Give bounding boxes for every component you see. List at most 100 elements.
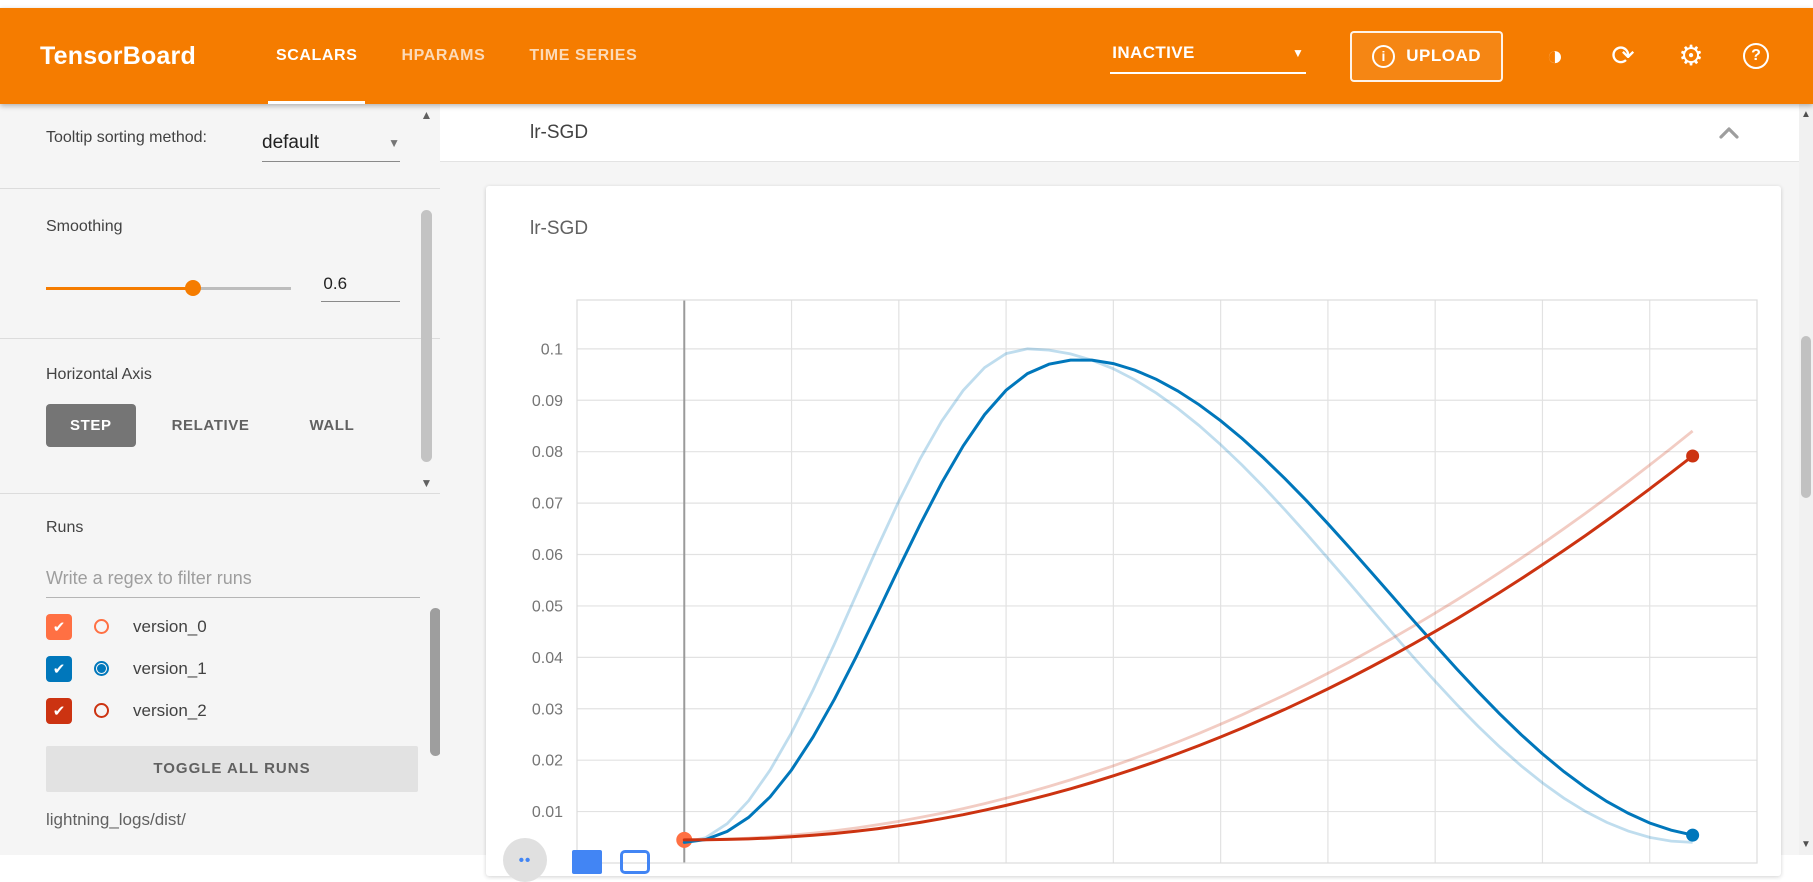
tab-label: SCALARS <box>275 47 358 64</box>
run-radio[interactable] <box>94 619 109 635</box>
header-right-cluster: INACTIVE ▼ i UPLOAD ◑ ⟳ ⚙ ? <box>1110 30 1769 82</box>
scroll-down-arrow-icon[interactable]: ▼ <box>1801 839 1811 850</box>
settings-gear-icon[interactable]: ⚙ <box>1678 40 1704 71</box>
y-tick-label: 0.02 <box>532 753 563 770</box>
sidebar-pane-scrollbar[interactable]: ▲ ▼ <box>418 108 435 490</box>
slider-fill <box>46 287 194 290</box>
axis-option-relative[interactable]: RELATIVE <box>171 417 250 435</box>
series-smoothed-version_2 <box>682 454 1695 842</box>
run-checkbox[interactable]: ✔ <box>46 697 72 724</box>
status-dropdown-value: INACTIVE <box>1112 42 1195 62</box>
runs-list: ✔ version_0 ✔ version_1 ✔ version_2 <box>46 606 441 756</box>
y-tick-label: 0.1 <box>541 341 563 358</box>
nav-tabs: SCALARS HPARAMS TIME SERIES <box>254 8 659 104</box>
tooltip-sorting-dropdown[interactable]: default ▼ <box>262 132 400 162</box>
tooltip-sorting-value: default <box>262 132 320 153</box>
run-name-label: version_1 <box>133 658 207 678</box>
run-row-version_1[interactable]: ✔ version_1 <box>46 648 420 690</box>
axis-option-step[interactable]: STEP <box>46 404 136 448</box>
run-checkbox[interactable]: ✔ <box>46 613 72 640</box>
smoothing-section: Smoothing 0.6 <box>0 189 440 338</box>
series-raw-version_2 <box>684 429 1694 842</box>
runs-section: Runs Write a regex to filter runs ✔ versi… <box>0 494 441 829</box>
card-actions-toolbar: •• <box>503 838 650 882</box>
group-title: lr-SGD <box>530 121 589 143</box>
runs-filter-input[interactable]: Write a regex to filter runs <box>46 568 420 598</box>
line-chart-canvas[interactable]: 05001k1.5k2k2.5k3k3.5k4k4.5k0.010.020.03… <box>495 278 1781 876</box>
info-icon: i <box>1372 44 1396 68</box>
runs-scrollbar-thumb[interactable] <box>430 607 441 756</box>
window-scrollbar[interactable]: ▲ ▼ <box>1799 104 1813 855</box>
run-row-version_2[interactable]: ✔ version_2 <box>46 690 420 732</box>
tooltip-sorting-section: Tooltip sorting method: default ▼ ▲ ▼ <box>0 104 440 490</box>
y-tick-label: 0.07 <box>532 496 563 513</box>
chevron-up-icon <box>1719 126 1739 139</box>
scrollbar-thumb[interactable] <box>421 210 432 462</box>
series-raw-version_1 <box>683 347 1693 844</box>
fullscreen-button[interactable] <box>620 850 650 874</box>
brightness-icon[interactable]: ◑ <box>1546 40 1564 71</box>
divider <box>0 493 440 495</box>
y-tick-label: 0.09 <box>532 393 563 410</box>
series-smoothed-version_1 <box>682 358 1695 844</box>
y-tick-label: 0.03 <box>532 701 563 718</box>
divider <box>0 188 440 189</box>
run-row-version_0[interactable]: ✔ version_0 <box>46 606 420 648</box>
app-logo: TensorBoard <box>40 41 196 70</box>
tab-label: HPARAMS <box>401 47 486 64</box>
tab-label: TIME SERIES <box>529 47 638 64</box>
divider <box>0 338 440 340</box>
scroll-up-arrow-icon[interactable]: ▲ <box>1801 109 1811 120</box>
upload-button-label: UPLOAD <box>1406 46 1481 65</box>
scalar-chart-card: lr-SGD 05001k1.5k2k2.5k3k3.5k4k4.5k0.010… <box>486 186 1781 882</box>
collapse-group-button[interactable] <box>1715 119 1743 147</box>
refresh-icon[interactable]: ⟳ <box>1611 40 1635 71</box>
run-name-label: version_0 <box>133 616 207 636</box>
main-content: lr-SGD lr-SGD 05001k1.5k2k2.5k3k3.5k4k4.… <box>440 104 1799 882</box>
settings-sidebar: Tooltip sorting method: default ▼ ▲ ▼ Sm… <box>0 104 441 855</box>
horizontal-axis-buttons: STEP RELATIVE WALL <box>46 404 400 448</box>
y-tick-label: 0.01 <box>532 804 563 821</box>
tooltip-sorting-label: Tooltip sorting method: <box>46 129 207 146</box>
chevron-down-icon: ▼ <box>388 136 400 150</box>
run-selector-button[interactable]: •• <box>503 838 547 882</box>
run-radio[interactable] <box>94 703 109 719</box>
log-directory-path: lightning_logs/dist/ <box>46 809 186 829</box>
run-name-label: version_2 <box>133 700 207 720</box>
horizontal-axis-section: Horizontal Axis STEP RELATIVE WALL <box>0 339 440 493</box>
series-endpoint-version_2 <box>1686 449 1700 463</box>
scrollbar-thumb[interactable] <box>1801 336 1811 498</box>
help-icon[interactable]: ? <box>1743 43 1769 69</box>
toggle-all-runs-button[interactable]: TOGGLE ALL RUNS <box>46 745 418 792</box>
axis-option-wall[interactable]: WALL <box>309 417 355 435</box>
active-tab-indicator <box>267 101 366 104</box>
tab-hparams[interactable]: HPARAMS <box>379 8 507 104</box>
horizontal-axis-label: Horizontal Axis <box>46 366 152 384</box>
run-checkbox[interactable]: ✔ <box>46 655 72 682</box>
smoothing-value-input[interactable]: 0.6 <box>321 274 400 303</box>
series-endpoint-version_1 <box>1686 828 1700 842</box>
slider-thumb[interactable] <box>185 280 202 297</box>
upload-button[interactable]: i UPLOAD <box>1350 30 1503 82</box>
window-top-strip <box>0 0 1813 8</box>
run-radio[interactable] <box>94 661 109 677</box>
tab-scalars[interactable]: SCALARS <box>254 8 380 104</box>
scroll-down-arrow-icon[interactable]: ▼ <box>420 476 433 490</box>
radio-dot <box>97 664 106 674</box>
chart-title: lr-SGD <box>530 218 589 239</box>
smoothing-slider-row: 0.6 <box>46 274 400 303</box>
y-tick-label: 0.06 <box>532 547 563 564</box>
scroll-up-arrow-icon[interactable]: ▲ <box>420 108 433 122</box>
smoothing-label: Smoothing <box>46 218 123 235</box>
y-tick-label: 0.05 <box>532 598 563 615</box>
tab-time-series[interactable]: TIME SERIES <box>507 8 659 104</box>
y-tick-label: 0.04 <box>532 650 563 667</box>
expand-card-button[interactable] <box>572 850 602 874</box>
runs-label: Runs <box>46 519 84 537</box>
y-tick-label: 0.08 <box>532 444 563 461</box>
chart-group-header[interactable]: lr-SGD <box>440 104 1799 162</box>
status-dropdown[interactable]: INACTIVE ▼ <box>1110 39 1307 74</box>
chevron-down-icon: ▼ <box>1291 45 1305 60</box>
app-header: TensorBoard SCALARS HPARAMS TIME SERIES IN… <box>0 8 1813 104</box>
smoothing-slider[interactable] <box>46 280 292 297</box>
